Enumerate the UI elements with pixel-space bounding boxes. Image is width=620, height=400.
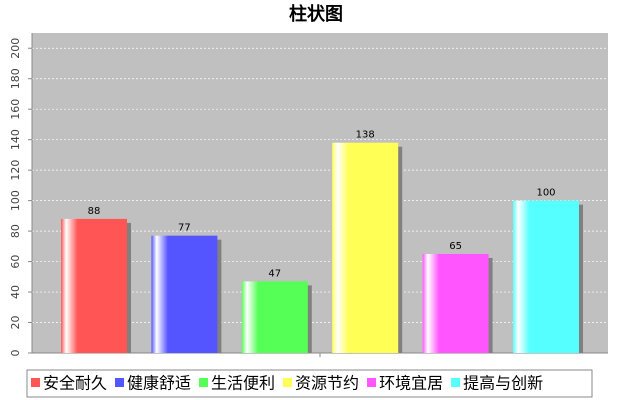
value-label: 77 [178, 223, 191, 234]
y-tick-label: 180 [9, 68, 22, 89]
legend-swatch [115, 378, 125, 387]
y-tick-label: 0 [9, 350, 22, 357]
legend-swatch [367, 378, 377, 387]
value-label: 47 [268, 268, 281, 279]
value-label: 100 [536, 188, 555, 199]
y-tick-label: 140 [9, 129, 22, 150]
bar [241, 281, 308, 353]
legend-swatch [283, 378, 293, 387]
y-tick-label: 160 [9, 99, 22, 120]
bar [513, 200, 579, 353]
y-tick-label: 80 [9, 224, 22, 238]
chart-title: 柱状图 [289, 3, 343, 25]
legend-label: 资源节约 [295, 374, 359, 393]
value-label: 65 [449, 241, 462, 252]
legend-swatch [199, 378, 209, 387]
value-label: 138 [356, 130, 375, 141]
y-tick-label: 40 [9, 285, 22, 299]
y-tick-label: 20 [9, 316, 22, 330]
legend-swatch [31, 378, 40, 387]
y-tick-label: 100 [9, 190, 22, 211]
bar [332, 142, 399, 353]
bar [151, 235, 218, 353]
y-tick-label: 200 [9, 38, 22, 59]
bar [422, 253, 489, 353]
legend-label: 安全耐久 [43, 374, 107, 393]
legend-swatch [451, 378, 461, 387]
legend-label: 提高与创新 [463, 374, 543, 393]
legend-label: 健康舒适 [127, 374, 191, 393]
legend-label: 生活便利 [211, 374, 275, 393]
y-tick-label: 60 [9, 255, 22, 269]
bar [61, 218, 127, 353]
value-label: 88 [88, 206, 101, 217]
legend-label: 环境宜居 [379, 374, 443, 393]
y-tick-label: 120 [9, 160, 22, 181]
